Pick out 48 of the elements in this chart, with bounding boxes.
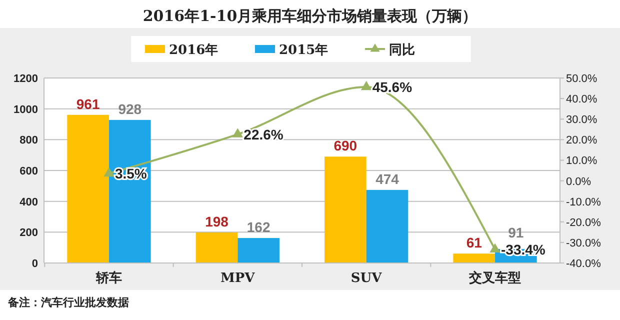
data-label: 928 [118, 100, 142, 117]
bar [453, 254, 496, 263]
bar [238, 238, 280, 263]
chart-title: 2016年1-10月乘用车细分市场销量表现（万辆） [142, 7, 478, 25]
data-label: 162 [246, 219, 270, 236]
x-tick-label: MPV [220, 271, 256, 286]
data-label: 91 [508, 224, 524, 240]
point [360, 80, 372, 90]
y2-tick-label: 50.0% [566, 73, 598, 85]
data-label: 690 [334, 138, 358, 154]
bar [67, 114, 109, 263]
legend-label: 2016年 [169, 43, 218, 58]
data-label: 198 [205, 213, 229, 230]
y-tick-label: 1200 [14, 73, 38, 85]
data-label: 45.6% [372, 79, 413, 96]
bar [366, 190, 408, 263]
x-tick-label: 轿车 [94, 270, 122, 286]
data-label: 61 [466, 234, 482, 251]
legend-label: 同比 [389, 43, 415, 58]
point [232, 128, 244, 138]
data-label: 3.5% [114, 166, 148, 182]
y2-tick-label: -40.0% [566, 258, 602, 270]
point [104, 167, 114, 177]
y-tick-label: 800 [20, 134, 38, 147]
y2-tick-label: 20.0% [566, 134, 598, 147]
y2-tick-label: -10.0% [566, 196, 602, 208]
y-tick-label: 200 [20, 227, 38, 240]
x-tick-label: 交叉车型 [468, 270, 522, 286]
point [490, 243, 500, 253]
text: 备注：汽车行业批发数据 [7, 296, 129, 309]
y2-tick-label: 40.0% [566, 94, 598, 106]
data-label: 22.6% [244, 126, 284, 142]
y2-tick-label: 10.0% [566, 155, 598, 168]
bar [324, 156, 366, 263]
data-label: 474 [376, 170, 400, 187]
y2-tick-label: 0.0% [566, 176, 592, 188]
bar [108, 120, 151, 263]
y-tick-label: 0 [32, 258, 38, 270]
bar [196, 232, 238, 263]
data-label: 961 [76, 96, 100, 112]
y-tick-label: 600 [20, 166, 38, 178]
x-tick-label: SUV [350, 271, 383, 286]
y-tick-label: 400 [20, 196, 38, 208]
y2-tick-label: -30.0% [566, 237, 602, 250]
y2-tick-label: -20.0% [566, 216, 602, 229]
y2-tick-label: 30.0% [566, 114, 598, 126]
y-tick-label: 1000 [14, 104, 38, 116]
legend-label: 2015年 [279, 43, 328, 58]
